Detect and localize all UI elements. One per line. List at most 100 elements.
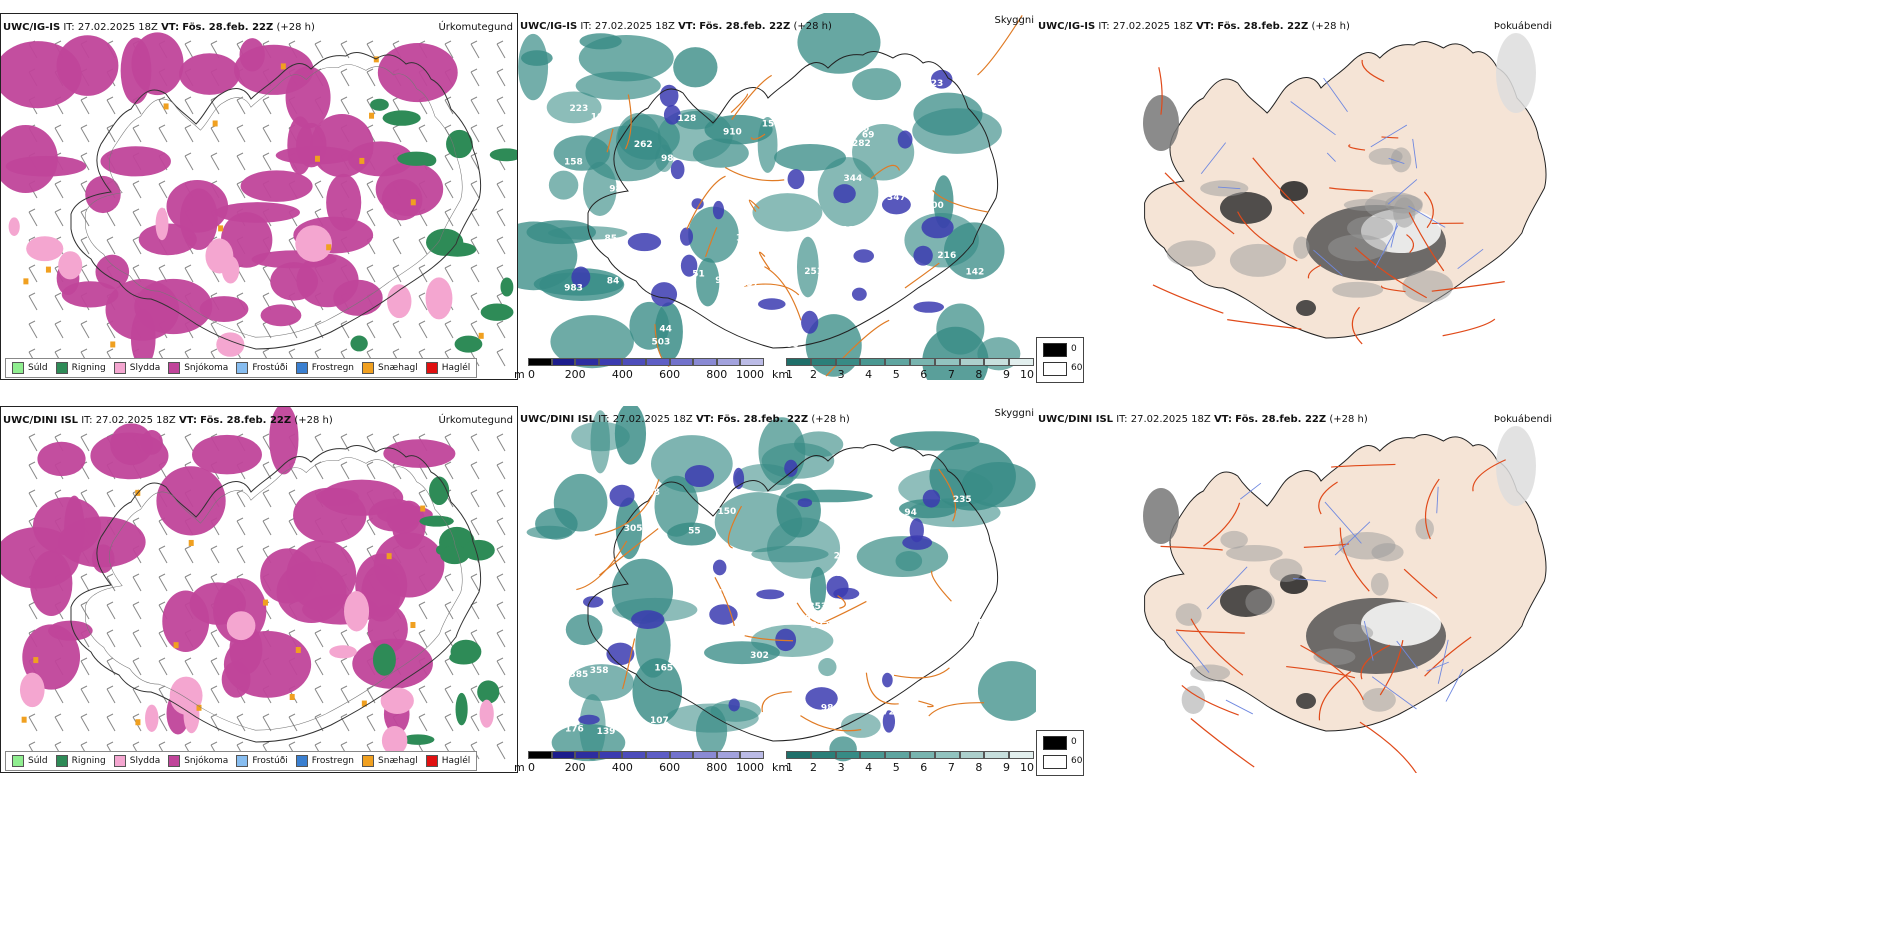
wind-barb <box>210 433 218 438</box>
cloud-base-label: 298 <box>708 97 727 107</box>
road <box>761 691 792 713</box>
wind-barb <box>236 155 246 171</box>
wind-barb <box>366 264 374 269</box>
wind-barb <box>158 96 166 101</box>
snow-area <box>110 423 154 466</box>
wind-barb <box>392 464 402 480</box>
cloud-base-area <box>902 535 933 550</box>
cloud-base-label: 107 <box>650 716 669 726</box>
wind-barb <box>106 601 114 606</box>
fog-legend-top: 0 <box>1071 344 1077 354</box>
wind-barb <box>210 657 218 662</box>
legend-label: Frostúði <box>252 363 288 373</box>
graupel-area <box>196 704 202 711</box>
low-visibility-area <box>752 193 823 232</box>
fog-area <box>1496 33 1536 113</box>
wind-barb <box>340 320 348 325</box>
low-visibility-area <box>518 221 578 291</box>
precip-map <box>1 32 517 368</box>
wind-barb <box>54 211 64 227</box>
road <box>1227 319 1302 330</box>
sleet-area <box>221 255 240 284</box>
river <box>1324 501 1362 544</box>
wind-barb <box>496 492 506 508</box>
colorbar-segment <box>693 751 717 759</box>
precip-type-panel: UWC/IG-IS IT: 27.02.2025 18Z VT: Fös. 28… <box>0 13 518 380</box>
wind-barb <box>340 436 350 452</box>
sleet-area <box>145 704 159 732</box>
cloud-base-label: 98 <box>661 154 674 164</box>
wind-barb <box>236 180 244 185</box>
wind-barb <box>80 433 88 438</box>
road <box>1424 478 1440 540</box>
wind-barb <box>236 323 246 339</box>
sleet-area <box>26 236 64 262</box>
wind-barb <box>366 71 376 87</box>
wind-barb <box>158 685 166 690</box>
wind-barb <box>392 348 400 353</box>
cloud-base-area <box>758 298 786 310</box>
wind-barb <box>496 657 504 662</box>
wind-barb <box>340 68 348 73</box>
wind-barb <box>210 348 218 353</box>
wind-barb <box>392 236 400 241</box>
rain-area <box>350 335 368 352</box>
wind-barb <box>366 545 374 550</box>
wind-barb <box>184 127 194 143</box>
wind-barb <box>184 573 192 578</box>
legend-label: Haglél <box>441 756 471 766</box>
precip-legend: Súld Rigning Slydda Snjókoma Frostúði Frostre… <box>5 358 478 378</box>
river <box>1390 222 1398 248</box>
wind-barb <box>444 320 452 325</box>
wind-barb <box>444 601 452 606</box>
cloud-base-area <box>922 489 941 508</box>
wind-barb <box>132 517 140 522</box>
wind-barb <box>106 604 116 620</box>
river <box>1313 249 1343 276</box>
wind-barb <box>106 741 114 746</box>
snow-area <box>22 624 81 690</box>
wind-barb <box>496 211 506 227</box>
wind-barb <box>158 348 166 353</box>
cloud-base-label: 86 <box>798 614 811 624</box>
fog-legend-swatch-light <box>1043 755 1067 769</box>
wind-barb <box>418 604 428 620</box>
wind-barb <box>184 43 194 59</box>
snow-area <box>138 223 197 256</box>
graupel-area <box>314 155 320 162</box>
wind-barb <box>496 71 506 87</box>
colorbar-segment <box>551 358 576 366</box>
wind-barb <box>236 40 244 45</box>
road <box>724 167 785 182</box>
wind-barb <box>210 320 218 325</box>
legend-item: Súld <box>12 755 48 767</box>
wind-barb <box>418 713 426 718</box>
graupel-area <box>21 716 27 723</box>
wind-barb <box>132 604 142 620</box>
wind-barb <box>470 236 478 241</box>
colorbar-segment <box>575 358 599 366</box>
visibility-map: 123 158 799 385 305 302 176 729 98 107 129 165 380 55… <box>526 406 1036 762</box>
wind-barb <box>496 348 504 353</box>
graupel-area <box>280 63 286 70</box>
wind-barb <box>80 239 90 255</box>
low-visibility-area <box>579 33 622 50</box>
road <box>1158 67 1163 115</box>
wind-barb <box>444 180 452 185</box>
wind-barb <box>236 99 246 115</box>
colorbar-segment <box>835 751 861 759</box>
wind-barb <box>80 320 88 325</box>
altitude-colorbar: m 0 200 400 600 800 1000 <box>514 358 764 381</box>
snow-area <box>383 439 456 468</box>
wind-barb <box>80 155 90 171</box>
graupel-area <box>359 157 365 164</box>
legend-item: Frostúði <box>236 755 288 767</box>
wind-barb <box>80 323 90 339</box>
wind-barb <box>366 716 376 732</box>
cloud-base-label: 164 <box>758 666 777 676</box>
colorbar-tick: 5 <box>892 761 900 774</box>
colorbar-segment <box>740 751 764 759</box>
wind-barb <box>496 292 504 297</box>
cloud-base-label: 501 <box>781 106 800 116</box>
wind-barb <box>288 741 296 746</box>
